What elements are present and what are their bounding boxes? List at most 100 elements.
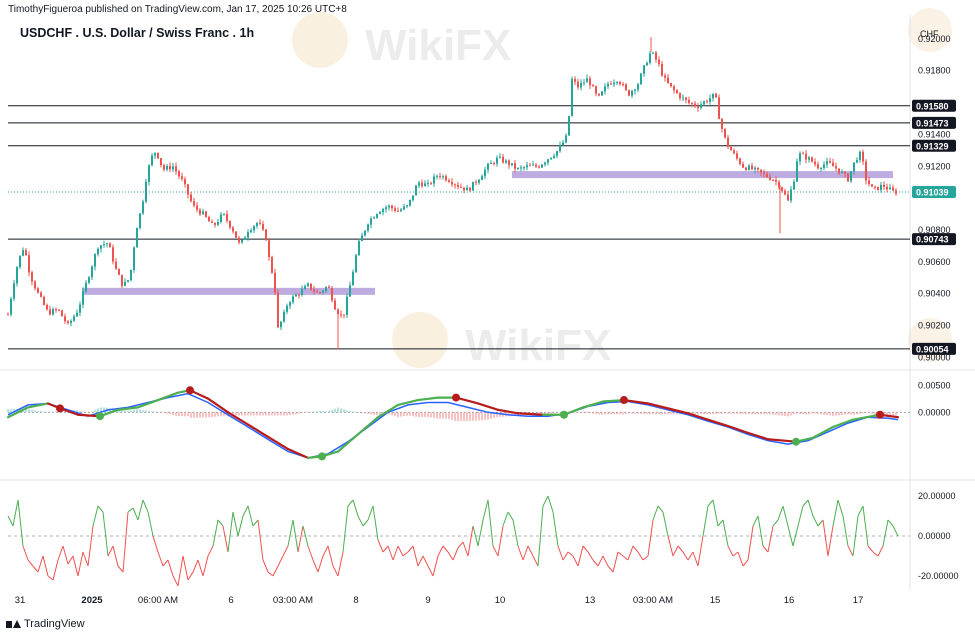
candle-body bbox=[79, 304, 81, 313]
macd-histogram-bar bbox=[49, 412, 51, 413]
osc-line-segment bbox=[592, 559, 599, 567]
signal-line-segment bbox=[851, 413, 882, 421]
osc-line-segment bbox=[767, 525, 774, 553]
osc-line-segment bbox=[402, 551, 409, 557]
macd-histogram-bar bbox=[313, 411, 315, 413]
macd-histogram-bar bbox=[310, 411, 312, 413]
candle-body bbox=[409, 199, 411, 206]
macd-histogram-bar bbox=[463, 412, 465, 421]
macd-histogram-bar bbox=[493, 412, 495, 419]
candle-body bbox=[406, 205, 408, 207]
macd-histogram-bar bbox=[178, 412, 180, 417]
osc-line-segment bbox=[127, 507, 134, 513]
macd-histogram-bar bbox=[727, 412, 729, 414]
candle-body bbox=[499, 156, 501, 158]
osc-line-segment bbox=[47, 575, 54, 581]
candle-body bbox=[235, 231, 237, 238]
osc-line-segment bbox=[502, 511, 509, 527]
macd-histogram-bar bbox=[391, 412, 393, 416]
osc-line-segment bbox=[432, 555, 439, 577]
candle-body bbox=[109, 243, 111, 248]
candle-body bbox=[892, 187, 894, 191]
macd-histogram-bar bbox=[838, 412, 840, 416]
macd-histogram-bar bbox=[355, 411, 357, 413]
macd-histogram-bar bbox=[781, 412, 783, 416]
osc-line-segment bbox=[7, 515, 14, 527]
price-axis[interactable]: CHF0.920000.918000.914000.912000.908000.… bbox=[918, 29, 959, 581]
macd-histogram-bar bbox=[748, 412, 750, 415]
osc-line-segment bbox=[397, 545, 404, 557]
osc-line-segment bbox=[412, 545, 419, 567]
crossover-marker bbox=[620, 396, 628, 405]
macd-histogram-bar bbox=[307, 412, 309, 413]
macd-histogram-bar bbox=[421, 412, 423, 418]
candle-body bbox=[91, 266, 93, 278]
macd-histogram-bar bbox=[88, 412, 90, 413]
macd-histogram-bar bbox=[361, 412, 363, 413]
candle-body bbox=[208, 216, 210, 222]
osc-line-segment bbox=[347, 499, 354, 507]
candle-body bbox=[313, 289, 315, 292]
candle-body bbox=[805, 153, 807, 160]
macd-histogram-bar bbox=[730, 412, 732, 414]
candle-body bbox=[763, 172, 765, 174]
time-tick-label: 03:00 AM bbox=[633, 595, 673, 606]
time-axis[interactable]: 31 2025 06:00 AM 6 03:00 AM 8 9 10 13 03:00 AM 15 1… bbox=[15, 595, 864, 606]
time-tick-label: 06:00 AM bbox=[138, 595, 178, 606]
macd-histogram-bar bbox=[97, 408, 99, 413]
candle-body bbox=[694, 103, 696, 106]
osc-line-segment bbox=[182, 555, 189, 581]
current-price-label: 0.91039 bbox=[916, 187, 949, 197]
osc-line-segment bbox=[437, 545, 444, 557]
osc-line-segment bbox=[717, 519, 724, 527]
candle-body bbox=[526, 165, 528, 168]
candle-body bbox=[712, 93, 714, 99]
osc-line-segment bbox=[597, 555, 604, 567]
macd-histogram-bar bbox=[451, 412, 453, 420]
osc-line-segment bbox=[497, 525, 504, 557]
candle-body bbox=[844, 171, 846, 174]
candle-body bbox=[211, 221, 213, 224]
candle-body bbox=[577, 81, 579, 88]
candle-body bbox=[121, 274, 123, 286]
macd-histogram-bar bbox=[181, 412, 183, 417]
candle-body bbox=[10, 298, 12, 315]
osc-line-segment bbox=[652, 505, 659, 521]
macd-histogram-bar bbox=[289, 412, 291, 416]
osc-line-segment bbox=[677, 545, 684, 553]
candle-body bbox=[583, 82, 585, 84]
osc-line-segment bbox=[602, 555, 609, 567]
osc-line-segment bbox=[802, 499, 809, 507]
osc-line-segment bbox=[297, 525, 304, 553]
macd-histogram-bar bbox=[241, 412, 243, 416]
candle-body bbox=[559, 145, 561, 152]
macd-histogram-bar bbox=[742, 412, 744, 415]
candle-body bbox=[508, 160, 510, 166]
macd-histogram-bar bbox=[706, 412, 708, 415]
macd-histogram-bar bbox=[85, 412, 87, 413]
candle-body bbox=[301, 289, 303, 295]
candle-body bbox=[535, 164, 537, 167]
osc-line-segment bbox=[12, 499, 19, 527]
candle-body bbox=[19, 255, 21, 268]
watermark-text: WikiFX bbox=[465, 321, 611, 370]
candle-body bbox=[382, 209, 384, 213]
time-tick-label: 6 bbox=[228, 595, 233, 606]
macd-histogram-bar bbox=[487, 412, 489, 420]
osc-line-segment bbox=[427, 565, 434, 577]
macd-histogram-bar bbox=[199, 412, 201, 418]
tradingview-footer[interactable]: TradingView bbox=[6, 618, 85, 630]
candle-body bbox=[217, 221, 219, 225]
osc-line-segment bbox=[252, 519, 259, 527]
osc-line-segment bbox=[327, 545, 334, 567]
candle-body bbox=[238, 237, 240, 243]
candle-body bbox=[772, 179, 774, 181]
osc-line-segment bbox=[447, 551, 454, 561]
macd-histogram-bar bbox=[247, 412, 249, 416]
candle-body bbox=[493, 162, 495, 164]
osc-line-segment bbox=[622, 555, 629, 561]
macd-histogram-bar bbox=[760, 412, 762, 415]
candle-body bbox=[100, 245, 102, 249]
macd-histogram-bar bbox=[364, 412, 366, 414]
